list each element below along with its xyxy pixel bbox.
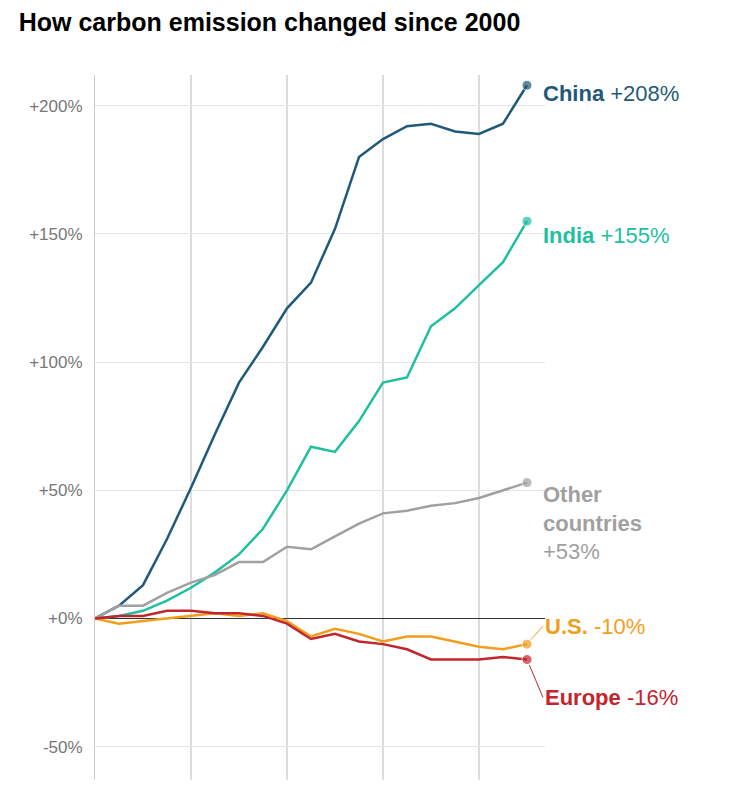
svg-text:+150%: +150%	[29, 225, 82, 244]
svg-text:How carbon emission changed si: How carbon emission changed since 2000	[19, 8, 521, 36]
svg-text:China +208%: China +208%	[543, 81, 679, 106]
svg-text:+50%: +50%	[39, 481, 83, 500]
svg-text:+0%: +0%	[48, 609, 83, 628]
svg-text:Europe -16%: Europe -16%	[545, 685, 678, 710]
svg-text:+100%: +100%	[29, 353, 82, 372]
svg-text:U.S. -10%: U.S. -10%	[545, 614, 645, 639]
svg-text:Othercountries+53%: Othercountries+53%	[543, 482, 642, 564]
svg-text:-50%: -50%	[43, 738, 83, 757]
svg-text:+200%: +200%	[29, 97, 82, 116]
svg-text:India +155%: India +155%	[543, 223, 670, 248]
